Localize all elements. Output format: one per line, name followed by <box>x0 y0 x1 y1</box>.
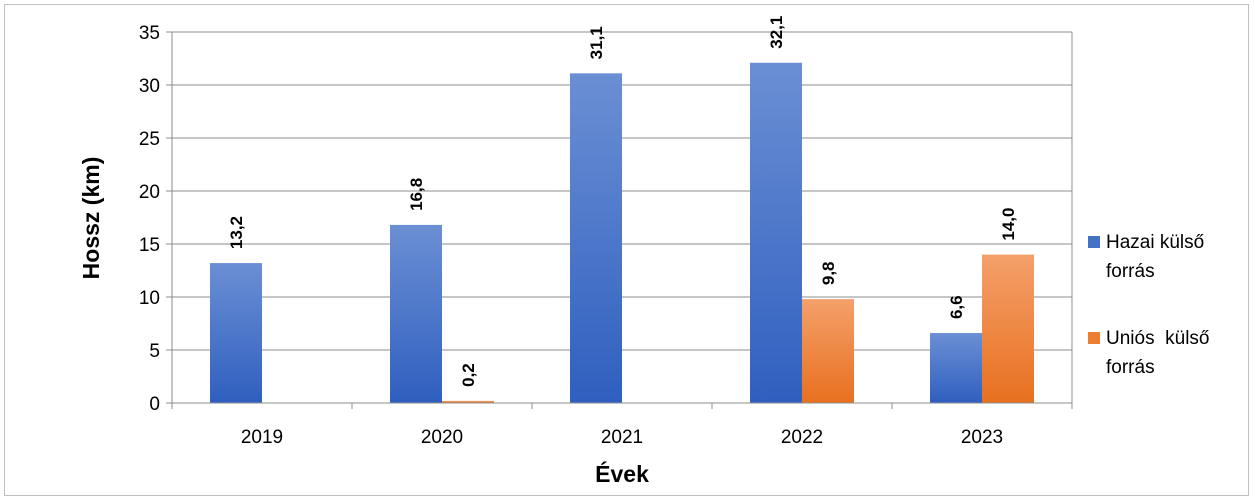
y-axis-title: Hossz (km) <box>78 157 104 280</box>
legend-label: Uniós külső <box>1106 328 1210 349</box>
x-tick-label: 2021 <box>601 427 643 448</box>
bar-series-1 <box>390 224 442 403</box>
data-label: 31,1 <box>587 26 606 59</box>
legend-swatch-series-1 <box>1088 236 1100 248</box>
y-tick-label: 25 <box>139 129 160 150</box>
x-tick-label: 2023 <box>961 427 1003 448</box>
x-tick-label: 2022 <box>781 427 823 448</box>
bar-series-1 <box>210 263 262 403</box>
data-label: 6,6 <box>947 295 966 319</box>
legend: Hazai külső forrás Uniós külső forrás <box>1088 232 1210 378</box>
bars <box>210 62 1034 404</box>
legend-swatch-series-2 <box>1088 332 1100 344</box>
legend-label: forrás <box>1106 357 1155 378</box>
data-label: 32,1 <box>767 16 786 49</box>
bar-series-2 <box>982 254 1034 403</box>
y-tick-label: 20 <box>139 182 160 203</box>
data-label: 0,2 <box>459 363 478 387</box>
y-tick-label: 0 <box>149 394 160 415</box>
data-labels: 13,2 16,8 31,1 32,1 6,6 0,2 9,8 14,0 <box>227 16 1018 387</box>
x-axis-title: Évek <box>595 460 649 487</box>
y-tick-label: 35 <box>139 23 160 44</box>
bar-series-2 <box>802 299 854 403</box>
y-tick-label: 5 <box>149 341 160 362</box>
data-label: 9,8 <box>819 261 838 285</box>
data-label: 16,8 <box>407 178 426 211</box>
y-tick-label: 10 <box>139 288 160 309</box>
chart-frame <box>4 4 1249 496</box>
bar-series-1 <box>570 73 622 403</box>
bar-series-1 <box>930 333 982 403</box>
axes: 0 5 10 15 20 25 30 35 2019 2020 2021 2022 2023 <box>139 23 1073 448</box>
legend-label: Hazai külső <box>1106 232 1204 253</box>
legend-label: forrás <box>1106 261 1155 282</box>
data-label: 14,0 <box>999 208 1018 241</box>
bar-series-2 <box>442 400 494 403</box>
y-tick-label: 30 <box>139 76 160 97</box>
data-label: 13,2 <box>227 216 246 249</box>
bar-series-1 <box>750 62 802 404</box>
y-tick-label: 15 <box>139 235 160 256</box>
x-tick-label: 2020 <box>421 427 463 448</box>
x-tick-label: 2019 <box>241 427 283 448</box>
